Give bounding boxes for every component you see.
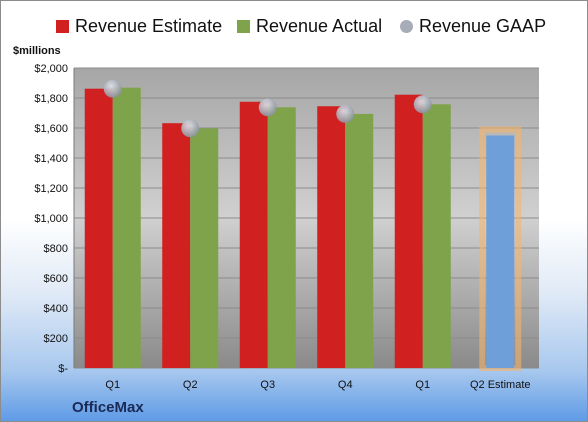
x-tick-label: Q2 Estimate: [470, 379, 531, 391]
x-tick-label: Q1: [105, 379, 120, 391]
y-tick-label: $200: [44, 333, 68, 345]
bar-revenue-estimate: [84, 88, 113, 368]
marker-revenue-gaap: [336, 104, 355, 123]
bar-revenue-estimate: [162, 123, 191, 368]
bar-revenue-estimate: [317, 106, 346, 368]
marker-revenue-gaap: [413, 95, 432, 114]
marker-revenue-gaap: [103, 79, 122, 98]
bar-revenue-actual: [267, 107, 296, 369]
brand-label: OfficeMax: [72, 399, 144, 416]
y-tick-label: $2,000: [34, 63, 68, 75]
legend-swatch-estimate: [56, 20, 69, 33]
y-tick-label: $1,400: [34, 153, 68, 165]
y-tick-label: $-: [58, 363, 68, 375]
y-tick-label: $800: [44, 243, 68, 255]
y-tick-label: $1,200: [34, 183, 68, 195]
y-tick-label: $1,000: [34, 213, 68, 225]
bar-revenue-actual: [345, 113, 374, 369]
bar-revenue-estimate: [394, 94, 423, 368]
marker-revenue-gaap: [258, 98, 277, 117]
legend-swatch-actual: [237, 20, 250, 33]
legend: Revenue Estimate Revenue Actual Revenue …: [1, 16, 587, 42]
legend-item-revenue-gaap: Revenue GAAP: [400, 16, 546, 37]
x-tick-label: Q4: [338, 379, 353, 391]
bar-revenue-estimate: [239, 101, 268, 368]
bar-revenue-actual: [190, 128, 219, 368]
legend-label-actual: Revenue Actual: [256, 16, 383, 36]
bar-revenue-actual: [422, 104, 451, 369]
marker-revenue-gaap: [181, 119, 200, 138]
y-tick-label: $1,600: [34, 123, 68, 135]
y-axis-unit-label: $millions: [13, 45, 61, 57]
x-tick-label: Q1: [415, 379, 430, 391]
x-tick-label: Q3: [260, 379, 275, 391]
bar-q2-estimate: [486, 135, 515, 368]
y-tick-label: $1,800: [34, 93, 68, 105]
legend-label-gaap: Revenue GAAP: [419, 16, 547, 36]
legend-swatch-gaap: [400, 20, 413, 33]
y-tick-label: $600: [44, 273, 68, 285]
legend-item-revenue-estimate: Revenue Estimate: [56, 16, 222, 37]
x-tick-label: Q2: [183, 379, 198, 391]
legend-item-revenue-actual: Revenue Actual: [237, 16, 382, 37]
legend-label-estimate: Revenue Estimate: [75, 16, 223, 36]
y-tick-label: $400: [44, 303, 68, 315]
bar-revenue-actual: [112, 87, 141, 369]
